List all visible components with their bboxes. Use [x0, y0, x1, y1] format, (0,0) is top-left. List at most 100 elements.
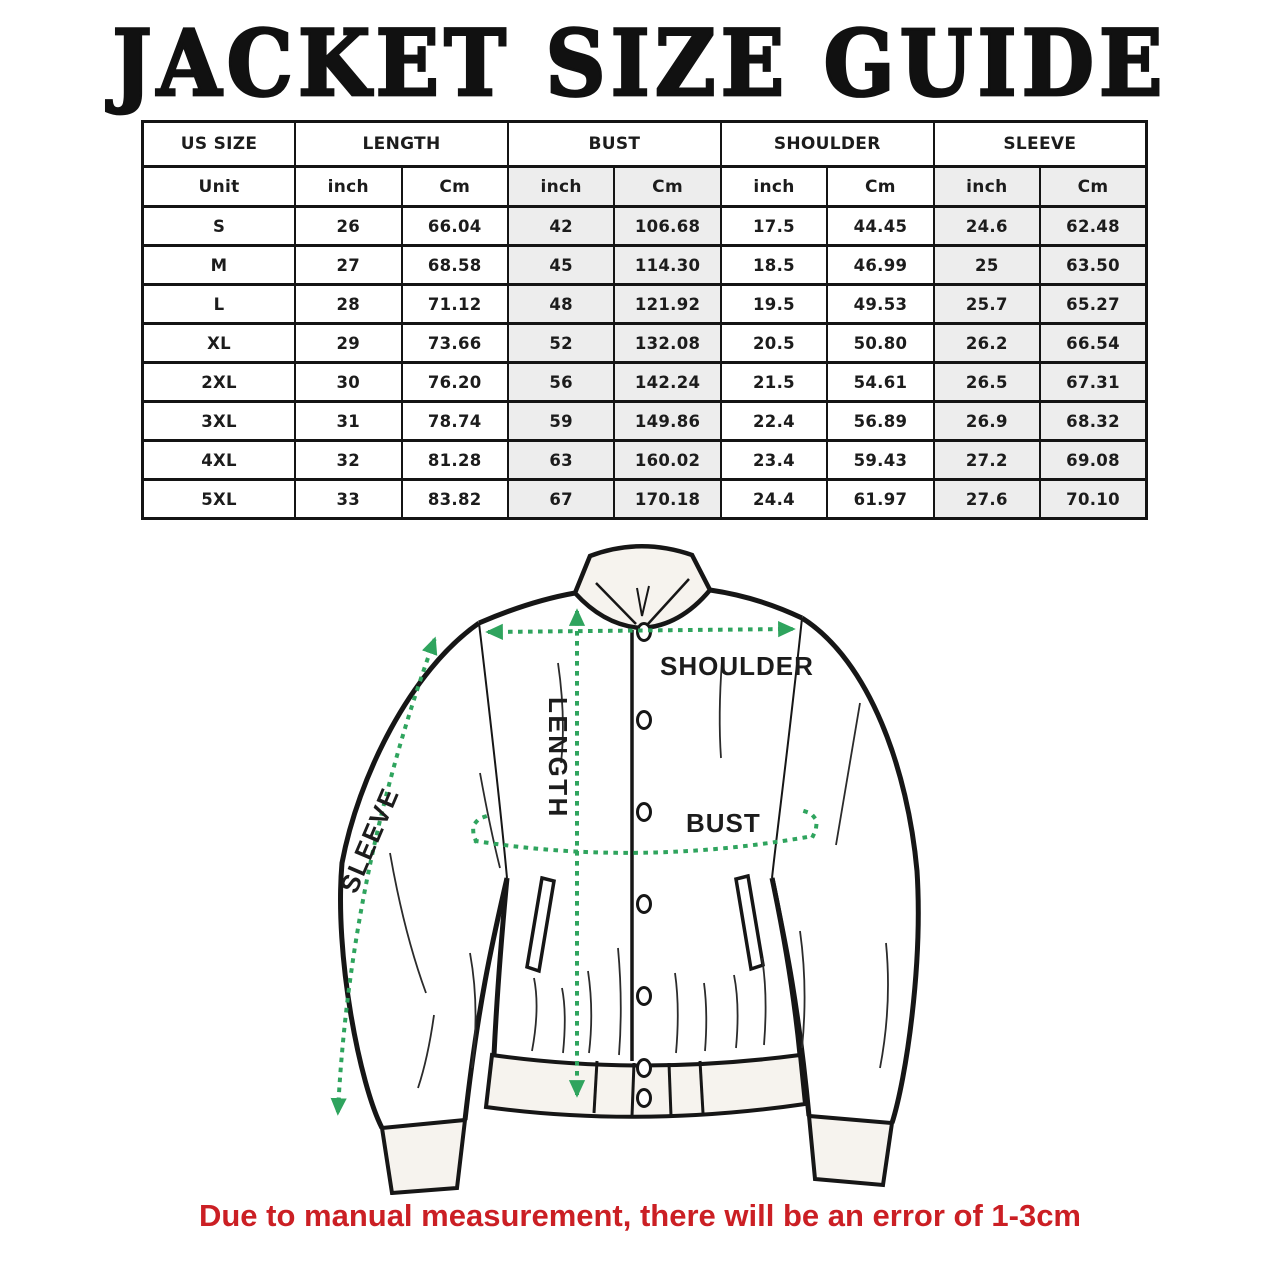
size-label-cell: 4XL — [141, 439, 297, 481]
button-icon — [636, 802, 652, 822]
measurement-cell: 69.08 — [1039, 439, 1148, 481]
column-group-header: SLEEVE — [932, 120, 1148, 168]
measurement-cell: 67 — [506, 478, 616, 520]
measurement-cell: 71.12 — [400, 283, 509, 325]
measurement-cell: 20.5 — [719, 322, 829, 364]
button-icon — [636, 710, 652, 730]
measurement-cell: 26.9 — [932, 400, 1042, 442]
unit-header-cell: inch — [294, 165, 403, 208]
measurement-cell: 121.92 — [613, 283, 722, 325]
measurement-note: Due to manual measurement, there will be… — [198, 1198, 1082, 1233]
unit-header-cell: Unit — [141, 165, 297, 208]
unit-header-cell: Cm — [826, 165, 935, 208]
measurement-cell: 68.58 — [400, 244, 509, 286]
size-table: US SIZE LENGTH BUST SHOULDER SLEEVE Unit inch C… — [141, 120, 1148, 520]
button-icon — [636, 986, 652, 1006]
measurement-cell: 76.20 — [400, 361, 509, 403]
size-label-cell: 2XL — [141, 361, 297, 403]
button-icon — [636, 1058, 652, 1078]
button-icon — [636, 1088, 652, 1108]
measurement-cell: 73.66 — [400, 322, 509, 364]
measurement-cell: 67.31 — [1039, 361, 1148, 403]
size-row: 2XL 30 76.20 56 142.24 21.5 54.61 26.5 67.31 — [141, 361, 1148, 403]
measurement-cell: 45 — [506, 244, 616, 286]
size-row: XL 29 73.66 52 132.08 20.5 50.80 26.2 66.54 — [141, 322, 1148, 364]
measurement-cell: 28 — [294, 283, 403, 325]
measurement-cell: 63 — [506, 439, 616, 481]
size-label-cell: L — [141, 283, 297, 325]
measurement-cell: 44.45 — [826, 205, 935, 247]
measurement-cell: 33 — [294, 478, 403, 520]
length-label: LENGTH — [543, 697, 573, 819]
bust-line-left-curl — [471, 812, 495, 844]
measurement-cell: 21.5 — [719, 361, 829, 403]
measurement-cell: 59.43 — [826, 439, 935, 481]
measurement-cell: 50.80 — [826, 322, 935, 364]
jacket-cuff-left — [379, 1117, 468, 1195]
measurement-cell: 78.74 — [400, 400, 509, 442]
measurement-cell: 48 — [506, 283, 616, 325]
measurement-cell: 26.2 — [932, 322, 1042, 364]
measurement-cell: 22.4 — [719, 400, 829, 442]
measurement-cell: 56 — [506, 361, 616, 403]
measurement-cell: 17.5 — [719, 205, 829, 247]
measurement-cell: 149.86 — [613, 400, 722, 442]
measurement-cell: 42 — [506, 205, 616, 247]
jacket-sleeve-right — [769, 615, 921, 1124]
measurement-cell: 70.10 — [1039, 478, 1148, 520]
shoulder-label: SHOULDER — [660, 651, 814, 681]
measurement-cell: 32 — [294, 439, 403, 481]
size-label-cell: 5XL — [141, 478, 297, 520]
measurement-cell: 114.30 — [613, 244, 722, 286]
measurement-cell: 142.24 — [613, 361, 722, 403]
measurement-cell: 27.2 — [932, 439, 1042, 481]
jacket-pocket-left — [525, 875, 556, 974]
measurement-cell: 106.68 — [613, 205, 722, 247]
size-table-head: US SIZE LENGTH BUST SHOULDER SLEEVE Unit inch C… — [141, 120, 1148, 208]
jacket-wrinkle-lines — [389, 660, 889, 1089]
measurement-cell: 27.6 — [932, 478, 1042, 520]
jacket-cuff-right — [806, 1113, 895, 1188]
size-row: 4XL 32 81.28 63 160.02 23.4 59.43 27.2 69.08 — [141, 439, 1148, 481]
unit-header-cell: inch — [932, 165, 1042, 208]
measurement-cell: 30 — [294, 361, 403, 403]
size-label-cell: S — [141, 205, 297, 247]
measurement-cell: 25 — [932, 244, 1042, 286]
measurement-cell: 170.18 — [613, 478, 722, 520]
jacket-body — [478, 587, 804, 1065]
measurement-cell: 81.28 — [400, 439, 509, 481]
measurement-cell: 49.53 — [826, 283, 935, 325]
size-row: 3XL 31 78.74 59 149.86 22.4 56.89 26.9 68.32 — [141, 400, 1148, 442]
size-label-cell: 3XL — [141, 400, 297, 442]
unit-header-cell: Cm — [1039, 165, 1148, 208]
measurement-cell: 56.89 — [826, 400, 935, 442]
measurement-cell: 160.02 — [613, 439, 722, 481]
size-row: M 27 68.58 45 114.30 18.5 46.99 25 63.50 — [141, 244, 1148, 286]
measurement-cell: 68.32 — [1039, 400, 1148, 442]
measurement-cell: 61.97 — [826, 478, 935, 520]
unit-header-cell: Cm — [400, 165, 509, 208]
size-row: S 26 66.04 42 106.68 17.5 44.45 24.6 62.48 — [141, 205, 1148, 247]
measurement-cell: 66.54 — [1039, 322, 1148, 364]
measurement-cell: 18.5 — [719, 244, 829, 286]
measurement-cell: 27 — [294, 244, 403, 286]
measurement-cell: 65.27 — [1039, 283, 1148, 325]
page-title: JACKET SIZE GUIDE — [111, 9, 1168, 118]
measurement-cell: 46.99 — [826, 244, 935, 286]
measurement-cell: 54.61 — [826, 361, 935, 403]
measurement-cell: 83.82 — [400, 478, 509, 520]
measurement-cell: 23.4 — [719, 439, 829, 481]
measurement-cell: 25.7 — [932, 283, 1042, 325]
jacket-diagram: SHOULDER LENGTH BUST SLEEVE — [330, 544, 921, 1195]
size-row: L 28 71.12 48 121.92 19.5 49.53 25.7 65.27 — [141, 283, 1148, 325]
bust-label: BUST — [686, 808, 761, 838]
measurement-cell: 19.5 — [719, 283, 829, 325]
measurement-cell: 26 — [294, 205, 403, 247]
unit-header-cell: inch — [719, 165, 829, 208]
unit-header-cell: inch — [506, 165, 616, 208]
measurement-cell: 24.6 — [932, 205, 1042, 247]
jacket-pocket-right — [734, 873, 765, 972]
measurement-cell: 62.48 — [1039, 205, 1148, 247]
measurement-cell: 24.4 — [719, 478, 829, 520]
